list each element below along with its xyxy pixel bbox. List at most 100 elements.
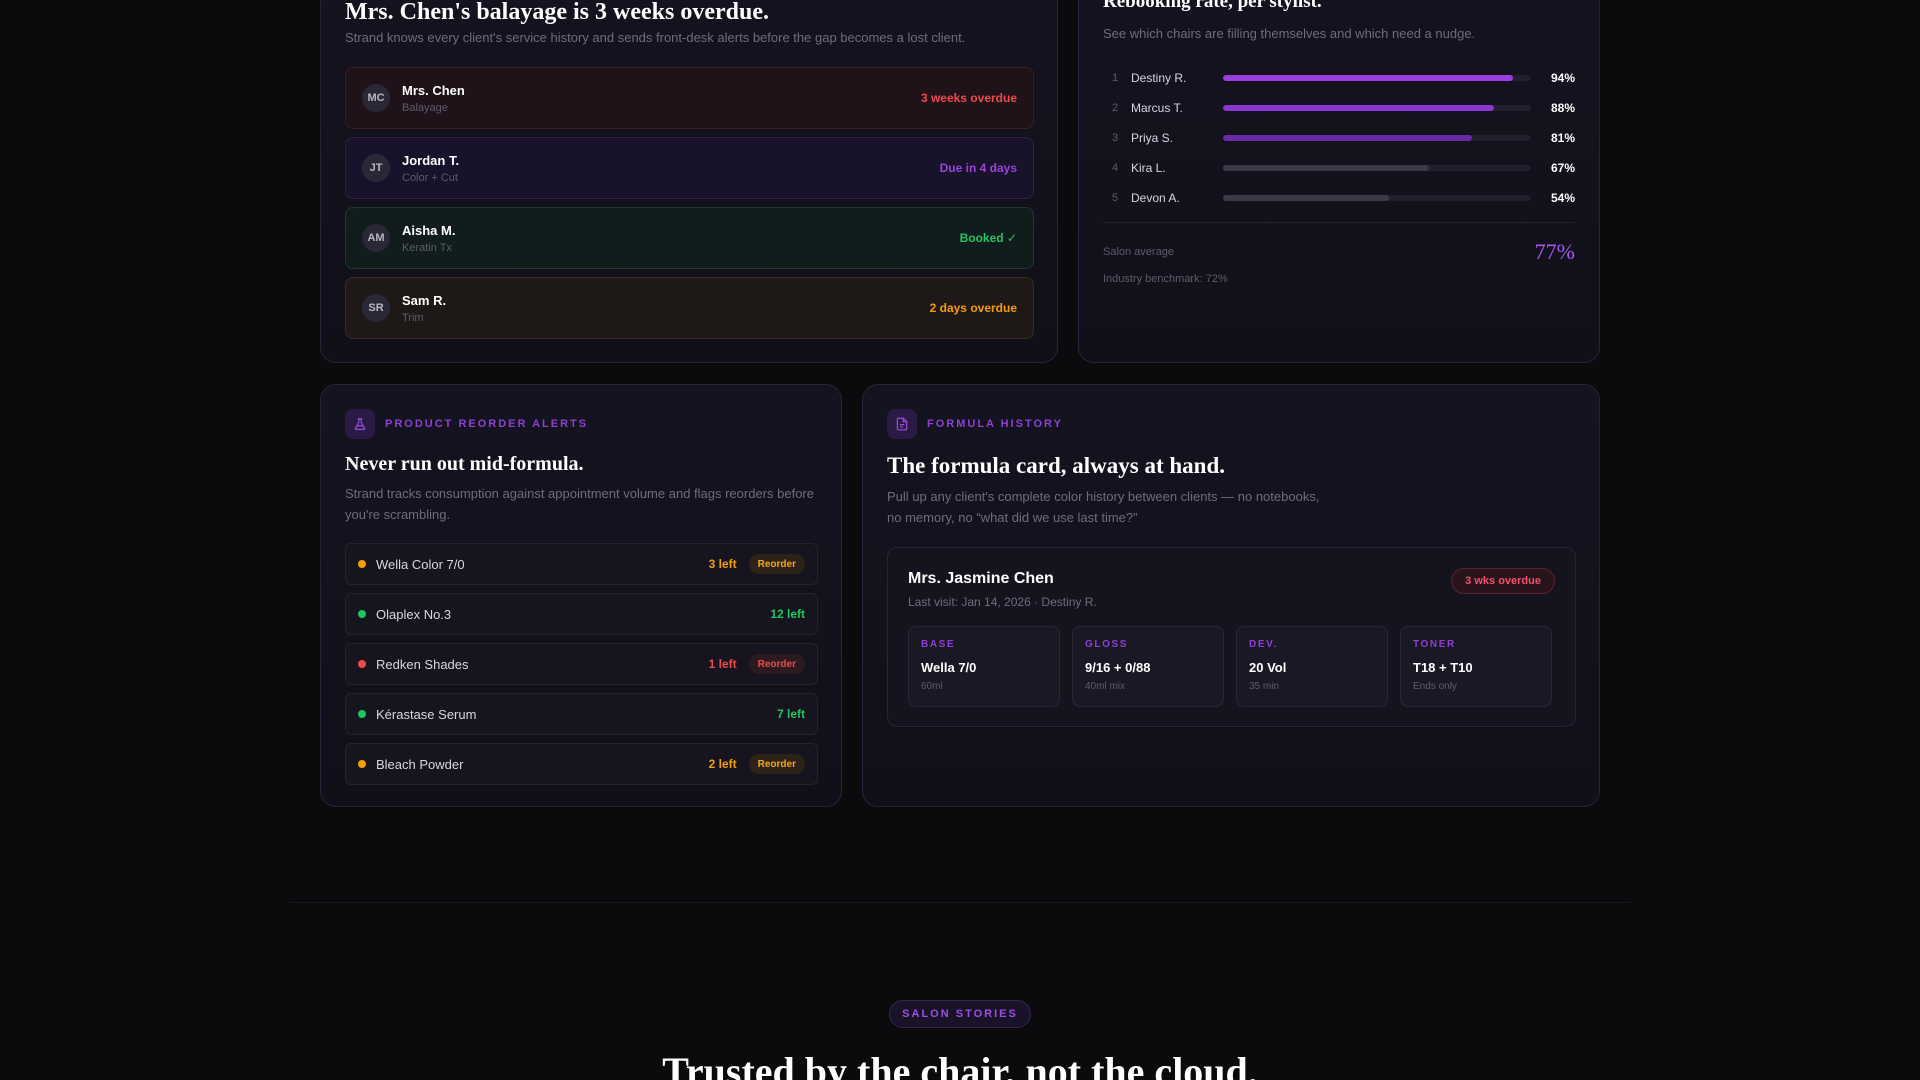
- stylist-row: 2 Marcus T. 88%: [1103, 93, 1575, 123]
- list-item: Redken Shades 1 left Reorder: [345, 643, 818, 685]
- formula-history-card: FORMULA HISTORY The formula card, always…: [862, 384, 1600, 807]
- product-name: Bleach Powder: [376, 756, 464, 772]
- stylist-rate: 94%: [1550, 71, 1575, 85]
- status-dot-icon: [358, 760, 366, 768]
- stylist-row: 5 Devon A. 54%: [1103, 183, 1575, 213]
- stock-count: 2 left: [708, 757, 737, 771]
- client-service: Color + Cut: [402, 171, 458, 184]
- stories-title: Trusted by the chair, not the cloud.: [662, 1049, 1258, 1080]
- formula-cell-note: 60ml: [921, 681, 943, 692]
- salon-average-value: 77%: [1534, 239, 1575, 264]
- section-label: PRODUCT REORDER ALERTS: [385, 418, 589, 430]
- status-dot-icon: [358, 660, 366, 668]
- status-badge: 3 weeks overdue: [920, 91, 1017, 105]
- rebooking-bar: [1223, 165, 1531, 171]
- stylist-list: 1 Destiny R. 94% 2 Marcus T. 88% 3 Priya…: [1103, 63, 1575, 213]
- client-row[interactable]: AM Aisha M. Keratin Tx Booked ✓: [345, 207, 1034, 269]
- formula-cell-note: 35 min: [1249, 681, 1280, 692]
- status-badge: 2 days overdue: [929, 301, 1017, 315]
- formula-cell-label: TONER: [1413, 639, 1456, 650]
- document-icon: [887, 409, 917, 439]
- client-name: Mrs. Chen: [402, 82, 465, 98]
- rebooking-bar: [1223, 195, 1531, 201]
- avatar: AM: [362, 224, 390, 252]
- status-badge: Booked ✓: [959, 231, 1017, 245]
- stylist-rank: 2: [1112, 102, 1119, 114]
- stylist-row: 4 Kira L. 67%: [1103, 153, 1575, 183]
- stylist-row: 1 Destiny R. 94%: [1103, 63, 1575, 93]
- list-item: Olaplex No.3 12 left: [345, 593, 818, 635]
- client-row[interactable]: SR Sam R. Trim 2 days overdue: [345, 277, 1034, 339]
- reorder-button[interactable]: Reorder: [748, 754, 805, 774]
- avatar: JT: [362, 154, 390, 182]
- stylist-rank: 1: [1112, 72, 1119, 84]
- client-name: Aisha M.: [402, 222, 456, 238]
- reorder-subtitle: Strand tracks consumption against appoin…: [345, 486, 814, 522]
- avatar: MC: [362, 84, 390, 112]
- industry-benchmark: Industry benchmark: 72%: [1103, 273, 1228, 285]
- rebooking-bar-fill: [1223, 105, 1495, 111]
- rebooking-bar-fill: [1223, 195, 1390, 201]
- alerts-headline: Mrs. Chen's balayage is 3 weeks overdue.: [345, 0, 769, 25]
- status-dot-icon: [358, 560, 366, 568]
- section-header: PRODUCT REORDER ALERTS: [345, 409, 588, 439]
- client-service: Keratin Tx: [402, 241, 452, 254]
- stylist-rank: 5: [1112, 192, 1119, 204]
- formula-card[interactable]: Mrs. Jasmine Chen Last visit: Jan 14, 20…: [887, 547, 1576, 727]
- section-header: FORMULA HISTORY: [887, 409, 1063, 439]
- list-item: Wella Color 7/0 3 left Reorder: [345, 543, 818, 585]
- rebooking-bar: [1223, 135, 1531, 141]
- formula-cell-value: 9/16 + 0/88: [1085, 660, 1151, 675]
- product-name: Kérastase Serum: [376, 706, 477, 722]
- stylist-name: Kira L.: [1131, 161, 1166, 175]
- list-item: Kérastase Serum 7 left: [345, 693, 818, 735]
- formula-cell-label: DEV.: [1249, 639, 1278, 650]
- stylist-name: Priya S.: [1131, 131, 1174, 145]
- client-service: Trim: [402, 311, 424, 324]
- formula-cell-note: Ends only: [1413, 681, 1457, 692]
- formula-cell-developer: DEV. 20 Vol 35 min: [1236, 626, 1388, 707]
- stylist-name: Devon A.: [1131, 191, 1180, 205]
- flask-icon: [345, 409, 375, 439]
- reorder-headline: Never run out mid-formula.: [345, 453, 584, 475]
- status-dot-icon: [358, 610, 366, 618]
- client-row[interactable]: JT Jordan T. Color + Cut Due in 4 days: [345, 137, 1034, 199]
- stylist-name: Destiny R.: [1131, 71, 1187, 85]
- stock-count: 1 left: [708, 657, 737, 671]
- client-name: Sam R.: [402, 292, 447, 308]
- formula-client-name: Mrs. Jasmine Chen: [908, 570, 1054, 587]
- stylist-row: 3 Priya S. 81%: [1103, 123, 1575, 153]
- formula-cell-base: BASE Wella 7/0 60ml: [908, 626, 1060, 707]
- rebooking-bar-fill: [1223, 165, 1430, 171]
- reorder-button[interactable]: Reorder: [748, 654, 805, 674]
- stylist-rate: 67%: [1550, 161, 1575, 175]
- client-name: Jordan T.: [402, 152, 460, 168]
- salon-average-label: Salon average: [1103, 246, 1174, 258]
- formula-cell-label: GLOSS: [1085, 639, 1129, 650]
- rebooking-bar: [1223, 75, 1531, 81]
- section-label: FORMULA HISTORY: [927, 418, 1063, 430]
- stylist-name: Marcus T.: [1131, 101, 1183, 115]
- stock-count: 3 left: [708, 557, 737, 571]
- formula-cell-gloss: GLOSS 9/16 + 0/88 40ml mix: [1072, 626, 1224, 707]
- stylist-rank: 4: [1112, 162, 1119, 174]
- product-reorder-card: PRODUCT REORDER ALERTS Never run out mid…: [320, 384, 842, 807]
- product-name: Olaplex No.3: [376, 606, 452, 622]
- stylist-rank: 3: [1112, 132, 1119, 144]
- formula-cells: BASE Wella 7/0 60ml GLOSS 9/16 + 0/88 40…: [908, 626, 1552, 707]
- formula-subtitle: Pull up any client's complete color hist…: [887, 489, 1320, 525]
- client-service: Balayage: [402, 101, 448, 114]
- rebooking-card: Rebooking rate, per stylist. See which c…: [1078, 0, 1600, 363]
- stock-count: 12 left: [770, 607, 805, 621]
- stylist-rate: 88%: [1550, 101, 1575, 115]
- rebooking-bar-fill: [1223, 135, 1473, 141]
- rebooking-headline: Rebooking rate, per stylist.: [1103, 0, 1322, 12]
- formula-cell-value: T18 + T10: [1413, 660, 1473, 675]
- product-name: Redken Shades: [376, 656, 469, 672]
- reorder-button[interactable]: Reorder: [748, 554, 805, 574]
- formula-cell-label: BASE: [921, 639, 956, 650]
- client-row[interactable]: MC Mrs. Chen Balayage 3 weeks overdue: [345, 67, 1034, 129]
- list-item: Bleach Powder 2 left Reorder: [345, 743, 818, 785]
- formula-cell-value: 20 Vol: [1249, 660, 1287, 675]
- alerts-subtitle: Strand knows every client's service hist…: [345, 30, 966, 45]
